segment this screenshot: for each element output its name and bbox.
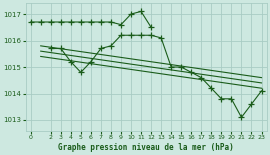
X-axis label: Graphe pression niveau de la mer (hPa): Graphe pression niveau de la mer (hPa): [58, 143, 234, 152]
